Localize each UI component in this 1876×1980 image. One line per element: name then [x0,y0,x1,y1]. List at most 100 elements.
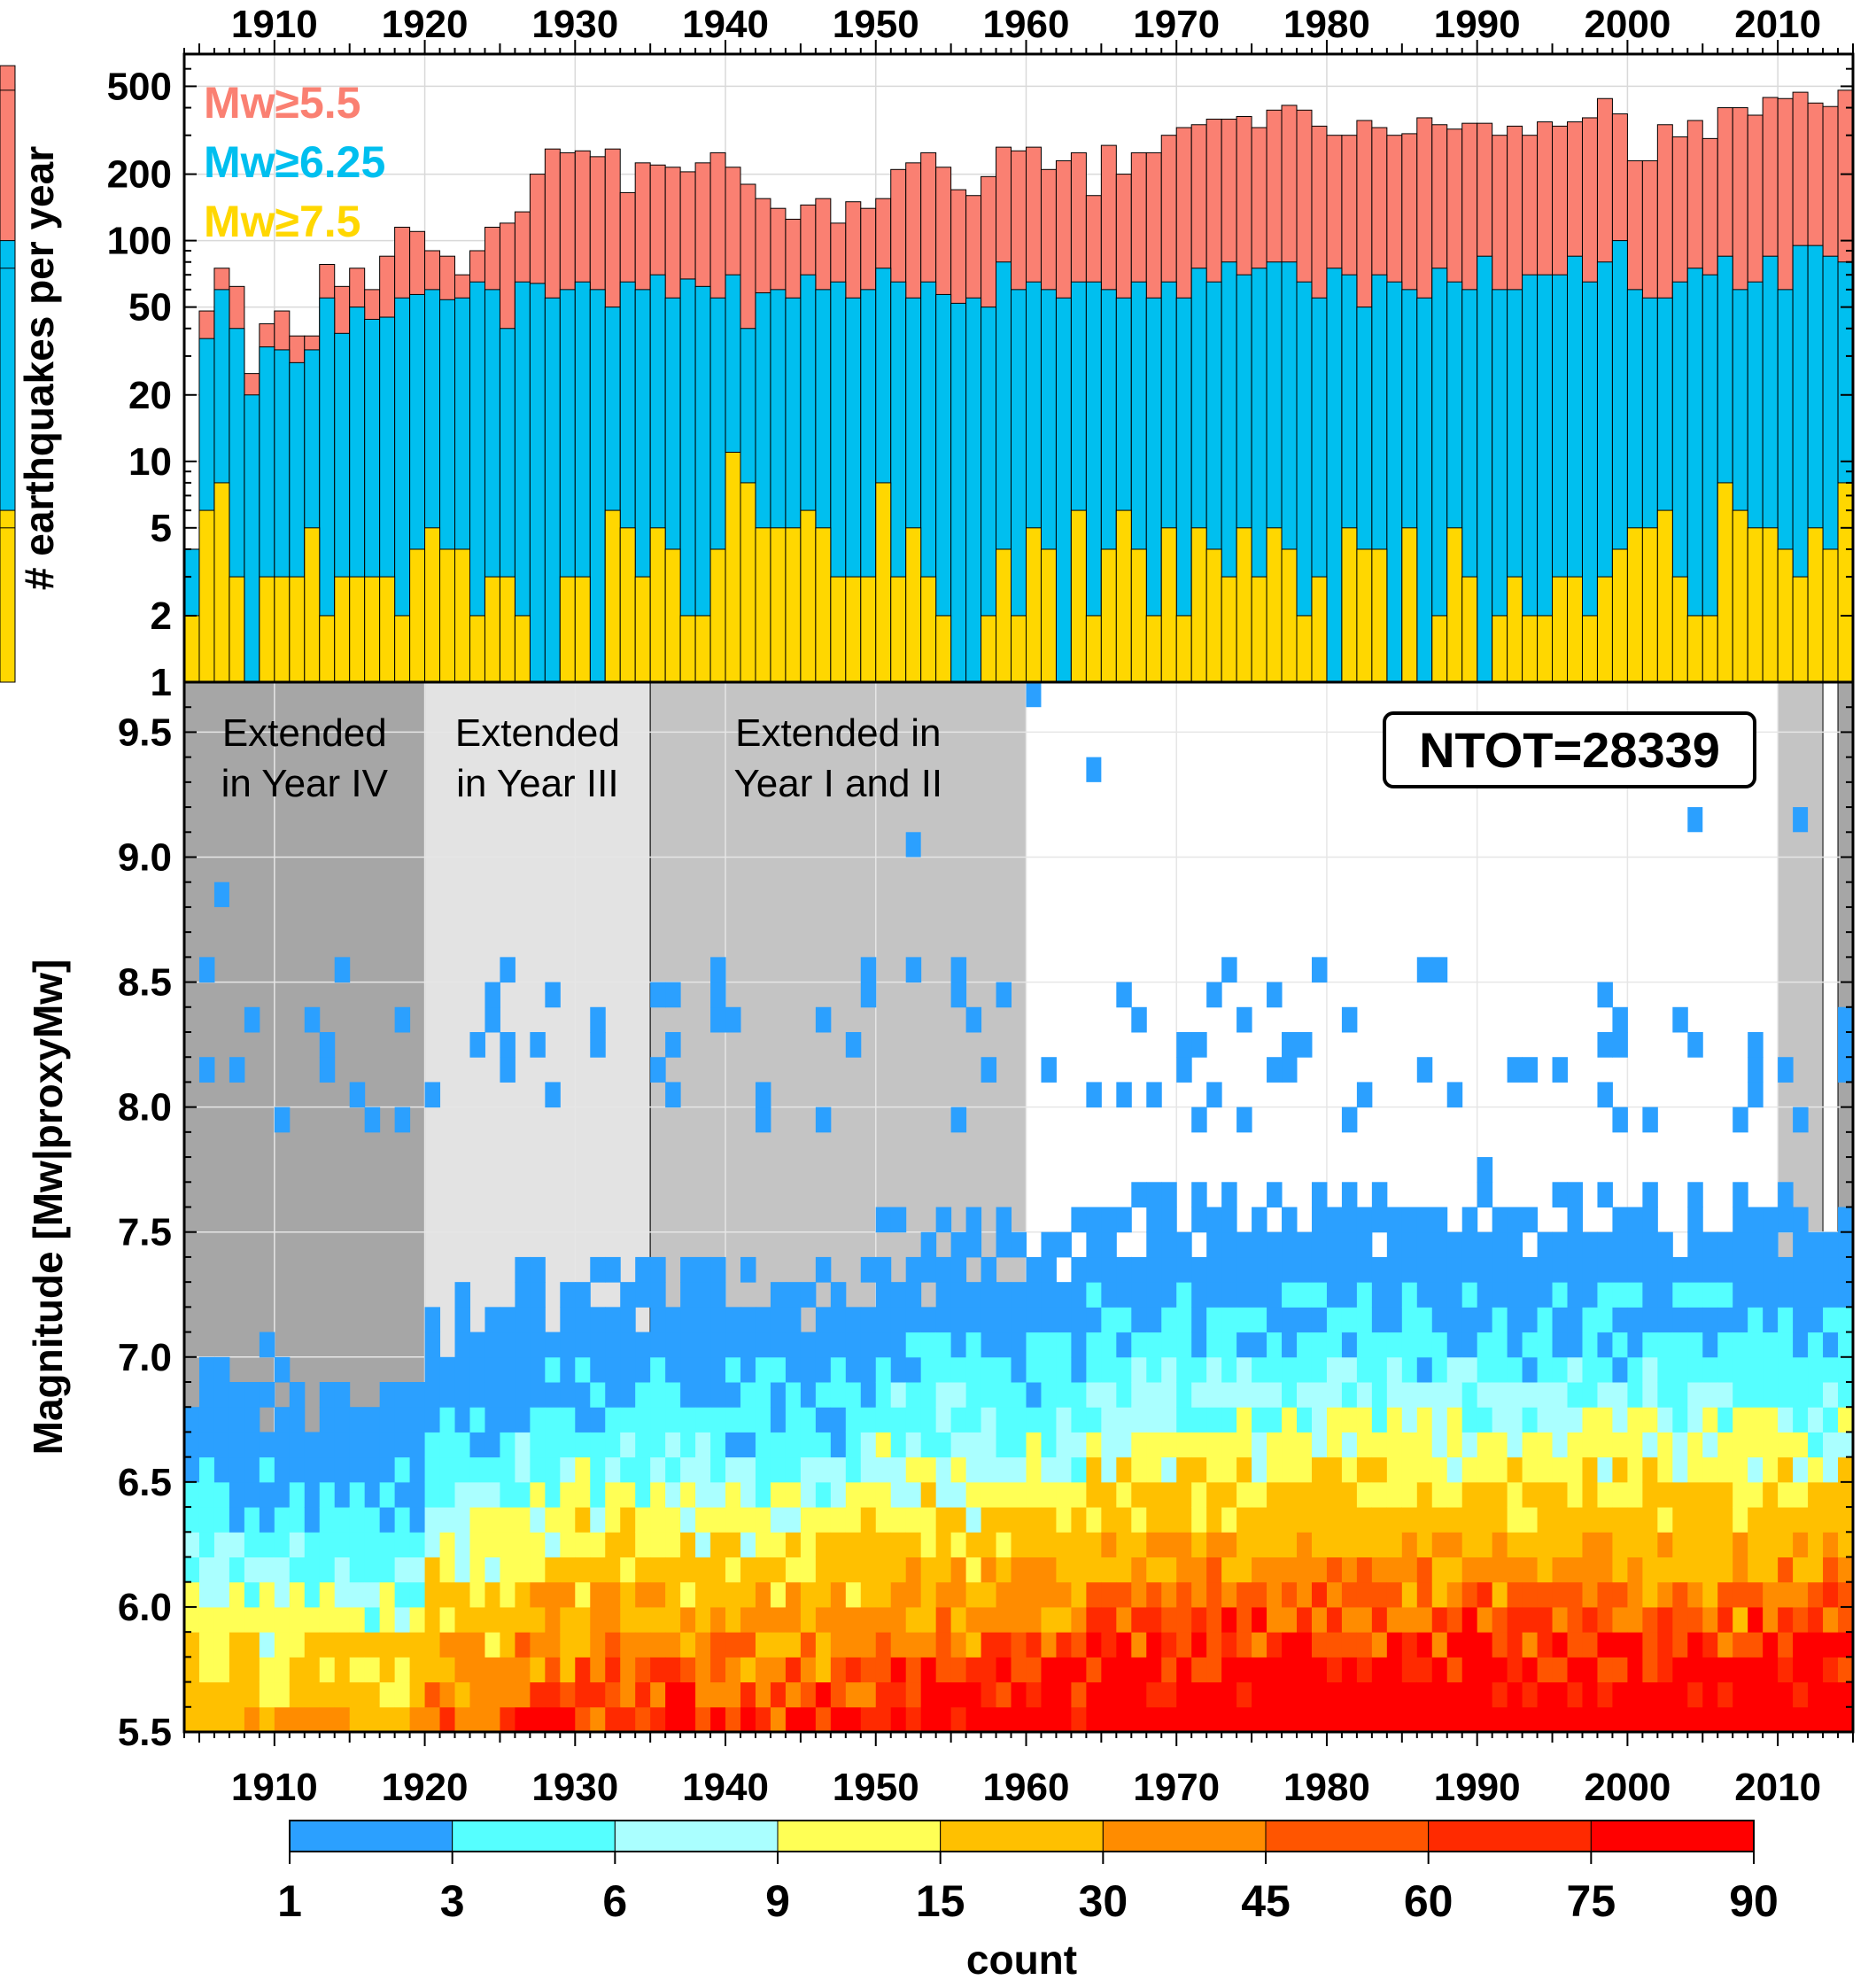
heatmap-cell [695,1557,711,1583]
heatmap-cell [1176,1282,1192,1308]
heatmap-cell [1267,1681,1283,1708]
heatmap-cell [1101,1681,1117,1708]
heatmap-cell [259,1657,275,1683]
heatmap-cell [1282,1057,1298,1083]
heatmap-cell [1808,1532,1824,1557]
heatmap-cell [890,1282,907,1308]
heatmap-cell [1041,1581,1057,1608]
heatmap-cell [1431,1231,1448,1258]
heatmap-cell [1778,1307,1794,1333]
heatmap-cell [1717,1507,1733,1533]
heatmap-cell [830,1681,847,1708]
heatmap-cell [1221,1356,1237,1383]
heatmap-cell [1808,1407,1824,1433]
heatmap-cell [1341,1706,1358,1733]
heatmap-cell [635,1256,651,1283]
heatmap-cell [1326,1581,1343,1608]
heatmap-cell [1221,1507,1237,1533]
heatmap-cell [454,1307,470,1333]
heatmap-cell [1477,1657,1493,1683]
heatmap-cell [1642,1332,1658,1358]
heatmap-cell [349,1632,366,1658]
heatmap-cell [1687,1581,1703,1608]
bar-Mw7.5-1936 [664,548,681,683]
heatmap-cell [454,1657,470,1683]
heatmap-cell [1386,1632,1403,1658]
heatmap-cell [259,1681,275,1708]
heatmap-cell [1687,1307,1703,1333]
heatmap-cell [1326,1632,1343,1658]
heatmap-cell [184,1657,200,1683]
heatmap-cell [1252,1481,1267,1508]
heatmap-cell [785,1606,802,1633]
heatmap-cell [1297,1632,1313,1658]
heatmap-cell [1011,1481,1027,1508]
heatmap-cell [1206,1082,1222,1108]
heatmap-cell [710,1256,726,1283]
heatmap-cell [1748,1082,1764,1108]
heatmap-cell [1341,1681,1358,1708]
heatmap-cell [1356,1432,1373,1458]
heatmap-cell [1206,1382,1222,1408]
heatmap-cell [905,1256,922,1283]
heatmap-cell [860,1632,877,1658]
heatmap-cell [1267,1307,1283,1333]
heatmap-cell [1461,1706,1478,1733]
heatmap-cell [1642,1481,1658,1508]
heatmap-cell [1446,1282,1463,1308]
heatmap-cell [1642,1407,1658,1433]
heatmap-cell [950,1432,967,1458]
heatmap-cell [815,1356,832,1383]
heatmap-cell [379,1532,396,1557]
heatmap-cell [1116,1581,1132,1608]
heatmap-cell [1131,1256,1147,1283]
heatmap-cell [289,1681,306,1708]
heatmap-cell [1236,1256,1252,1283]
heatmap-cell [334,1632,351,1658]
heatmap-cell [815,1606,832,1633]
heatmap-cell [1627,1231,1643,1258]
heatmap-cell [1582,1456,1598,1483]
heatmap-cell [485,1681,500,1708]
heatmap-cell [1026,1681,1042,1708]
heatmap-cell [1267,1481,1283,1508]
heatmap-cell [184,1581,200,1608]
heatmap-cell [1326,1606,1343,1633]
heatmap-cell [1416,1356,1433,1383]
heatmap-cell [1477,1532,1493,1557]
heatmap-cell [1778,1507,1794,1533]
heatmap-cell [1221,1557,1237,1583]
heatmap-cell [274,1106,291,1133]
heatmap-cell [1838,1632,1854,1658]
heatmap-cell [590,1557,606,1583]
colorbar-swatch-9 [1590,1820,1755,1852]
heatmap-cell [485,1006,500,1033]
heatmap-cell [860,1407,877,1433]
heatmap-cell [454,1356,470,1383]
heatmap-cell [740,1382,756,1408]
heatmap-cell [1507,1632,1523,1658]
heatmap-cell [905,1632,922,1658]
heatmap-cell [1146,1207,1162,1233]
heatmap-cell [1191,1332,1207,1358]
heatmap-cell [424,1407,441,1433]
heatmap-cell [500,1332,516,1358]
heatmap-cell [229,1706,245,1733]
heatmap-cell [1252,1256,1267,1283]
heatmap-cell [1582,1581,1598,1608]
heatmap-cell [1236,1407,1252,1433]
heatmap-cell [1161,1481,1177,1508]
heatmap-cell [1056,1456,1072,1483]
heatmap-cell [319,1632,336,1658]
bar-Mw7.5-1917 [379,576,396,683]
bar-Mw6.25-1980 [1326,268,1343,683]
heatmap-cell [1793,1532,1809,1557]
heatmap-cell [680,1256,696,1283]
heatmap-cell [1191,1681,1207,1708]
heatmap-cell [530,1332,546,1358]
heatmap-cell [830,1332,847,1358]
heatmap-cell [1386,1456,1403,1483]
heatmap-cell [530,1606,546,1633]
heatmap-cell [981,1332,997,1358]
